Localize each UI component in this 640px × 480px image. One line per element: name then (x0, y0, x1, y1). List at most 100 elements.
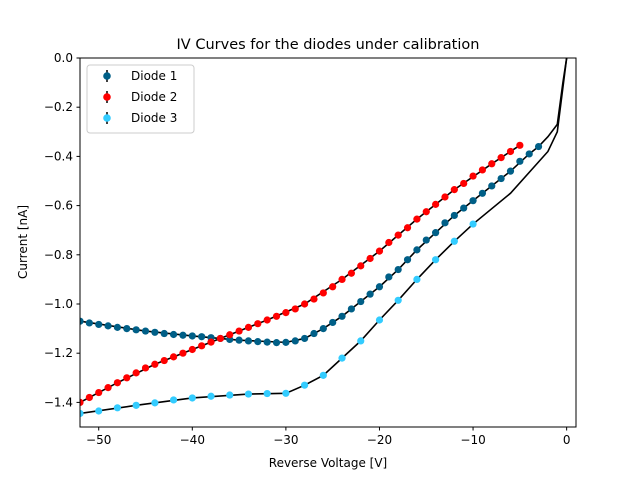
series-2-point (160, 356, 168, 365)
series-3-point (132, 401, 140, 409)
series-2-point (235, 327, 243, 335)
series-1-point (460, 204, 468, 212)
series-2-point (216, 334, 224, 343)
series-2-point (80, 398, 84, 406)
series-2-point (113, 379, 122, 387)
series-1-point (403, 256, 412, 264)
series-1-point (291, 337, 299, 345)
series-2-point (450, 186, 458, 194)
series-3-point (469, 220, 477, 228)
series-2-point (263, 316, 271, 324)
series-1-point (80, 317, 84, 325)
series-3-point (113, 404, 122, 412)
series-2-point (506, 147, 515, 156)
series-2-point (432, 200, 440, 208)
series-2-point (254, 320, 262, 328)
series-1-point (497, 174, 505, 183)
series-2-point (385, 238, 393, 247)
x-tick-label: −20 (367, 433, 392, 447)
series-3-point (450, 237, 458, 245)
series-1-point (329, 318, 337, 327)
series-2-point (207, 338, 215, 346)
series-2-point (441, 193, 449, 201)
legend-label: Diode 3 (131, 111, 177, 125)
series-1-point (319, 325, 327, 333)
series-2-point (347, 269, 355, 277)
chart-marks (80, 58, 568, 418)
series-3-point (357, 337, 365, 345)
series-2-point (338, 275, 346, 283)
series-2-point (329, 283, 337, 291)
series-3-point (413, 275, 421, 283)
series-1-point (516, 157, 524, 165)
series-3-point (432, 256, 440, 264)
series-2-point (179, 349, 187, 357)
series-3-point (282, 389, 290, 397)
series-1-point (188, 332, 196, 340)
series-2-point (478, 166, 487, 174)
series-3-point (169, 396, 178, 404)
series-3-point (394, 296, 402, 304)
x-tick-label: −50 (86, 433, 111, 447)
series-2-point (141, 364, 150, 372)
y-tick-label: 0.0 (54, 51, 73, 65)
series-2 (80, 141, 524, 406)
series-2-point (151, 360, 159, 368)
y-tick-label: −0.2 (44, 100, 73, 114)
y-axis-ticks: −1.4 −1.2 −1.0 −0.8 −0.6 −0.4 −0.2 0.0 (44, 51, 80, 409)
x-tick-label: −10 (460, 433, 485, 447)
series-2-point (460, 179, 468, 188)
y-tick-label: −0.6 (44, 199, 73, 213)
series-2-point (357, 262, 365, 270)
series-1-point (525, 150, 533, 158)
legend-marker (103, 93, 111, 101)
y-tick-label: −0.8 (44, 248, 73, 262)
series-1-point (244, 337, 253, 345)
series-3-point (188, 394, 196, 402)
series-2-point (123, 374, 131, 382)
series-2-point (272, 312, 281, 320)
series-1-point (385, 273, 393, 281)
series-2-point (413, 215, 421, 223)
series-3-point (226, 391, 234, 399)
series-1-point (488, 182, 496, 190)
series-1-point (272, 339, 281, 347)
series-3-point (95, 407, 103, 415)
legend-marker (103, 72, 111, 80)
series-1-point (282, 338, 290, 346)
series-3-point (80, 409, 84, 418)
series-1-point (310, 329, 318, 338)
plot-frame (79, 57, 577, 428)
series-1-point (235, 336, 243, 344)
series-1-point (534, 142, 543, 151)
series-1-point (338, 312, 346, 320)
series-3-fit-line (80, 58, 568, 415)
y-tick-label: −1.2 (44, 346, 73, 360)
series-1-point (366, 290, 374, 298)
series-2-point (169, 353, 178, 361)
x-axis-label: Reverse Voltage [V] (269, 456, 387, 470)
series-2-point (198, 342, 206, 350)
x-axis-ticks: −50 −40 −30 −20 −10 0 (86, 427, 570, 447)
series-2-point (188, 345, 196, 354)
series-3-point (319, 371, 327, 379)
series-3-point (151, 399, 159, 407)
series-2-point (366, 254, 374, 263)
series-1-point (198, 333, 206, 341)
legend-label: Diode 2 (131, 90, 177, 104)
series-1-point (469, 197, 477, 205)
series-2-point (422, 208, 430, 216)
x-tick-label: −40 (180, 433, 205, 447)
series-1-point (478, 189, 487, 197)
series-1-point (85, 319, 93, 327)
series-2-point (403, 224, 412, 232)
series-3-point (244, 390, 253, 398)
series-1-point (347, 305, 355, 313)
series-1-point (506, 167, 515, 175)
y-tick-label: −1.4 (44, 395, 73, 409)
series-1-point (132, 326, 140, 334)
series-1-point (160, 329, 168, 338)
series-2-point (319, 289, 327, 297)
series-1-point (113, 323, 122, 331)
